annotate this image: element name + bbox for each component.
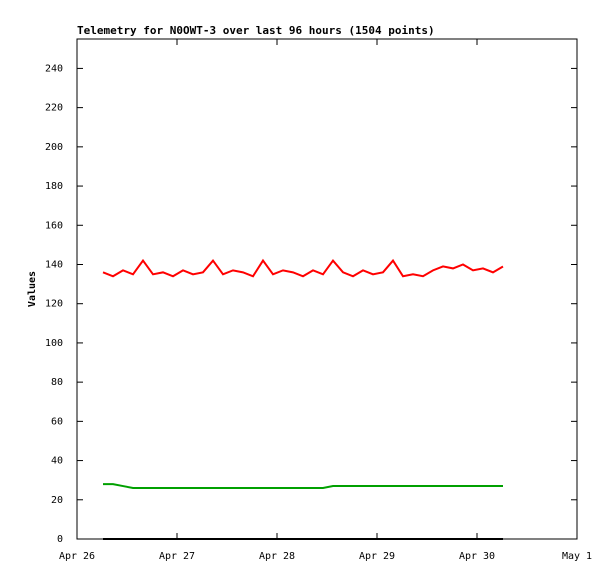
- x-tick-label: Apr 27: [159, 551, 195, 562]
- y-tick-label: 180: [45, 181, 63, 192]
- x-tick-label: May 1: [562, 551, 592, 562]
- y-tick-label: 80: [51, 377, 63, 388]
- y-tick-label: 240: [45, 63, 63, 74]
- plot-frame: [76, 38, 578, 540]
- x-tick-label: Apr 30: [459, 551, 495, 562]
- y-tick-label: 160: [45, 220, 63, 231]
- y-tick-label: 140: [45, 259, 63, 270]
- y-tick-label: 20: [51, 495, 63, 506]
- y-tick-label: 120: [45, 299, 63, 310]
- y-tick-label: 220: [45, 103, 63, 114]
- x-tick-label: Apr 29: [359, 551, 395, 562]
- y-tick-label: 200: [45, 142, 63, 153]
- x-tick-label: Apr 28: [259, 551, 295, 562]
- x-tick-label: Apr 26: [59, 551, 95, 562]
- series-line: [103, 483, 503, 490]
- series-line: [102, 258, 504, 278]
- chart-title: Telemetry for N0OWT-3 over last 96 hours…: [77, 24, 435, 37]
- y-tick-label: 60: [51, 416, 63, 427]
- y-axis-label: Values: [27, 271, 38, 307]
- y-tick-label: 0: [57, 534, 63, 545]
- y-tick-label: 40: [51, 456, 63, 467]
- y-tick-label: 100: [45, 338, 63, 349]
